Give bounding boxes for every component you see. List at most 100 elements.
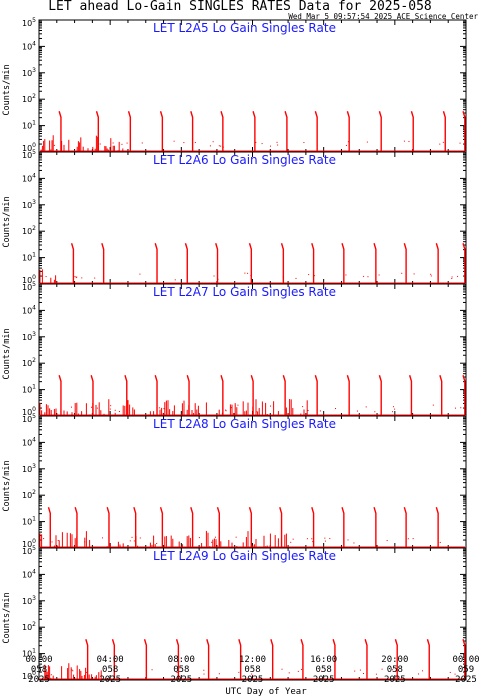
y-axis-label: Counts/min xyxy=(2,64,12,115)
data-point xyxy=(451,276,453,278)
y-tick-label: 105 xyxy=(22,413,36,424)
data-point xyxy=(141,142,143,144)
data-point xyxy=(252,674,254,676)
data-point xyxy=(81,277,83,279)
y-tick-label: 103 xyxy=(22,331,36,342)
data-point xyxy=(413,273,415,275)
data-point xyxy=(359,669,361,671)
data-spike xyxy=(378,111,382,151)
data-point xyxy=(321,670,323,672)
data-point xyxy=(235,536,237,538)
data-point xyxy=(214,536,216,538)
data-point xyxy=(71,406,73,408)
data-point xyxy=(90,406,92,408)
data-point xyxy=(139,273,141,275)
panel-title: LET L2A9 Lo Gain Singles Rate xyxy=(153,549,336,563)
data-point xyxy=(158,407,160,409)
data-point xyxy=(129,540,131,542)
y-tick-label: 100 xyxy=(22,274,36,285)
data-spike xyxy=(238,639,242,679)
panel-frame xyxy=(38,19,467,153)
y-axis-label: Counts/min xyxy=(2,196,12,247)
data-spike xyxy=(95,111,100,151)
data-spike xyxy=(462,111,466,151)
data-point xyxy=(212,141,214,143)
x-tick-time: 20:00 xyxy=(381,655,408,665)
data-point xyxy=(439,541,441,543)
y-tick-label: 101 xyxy=(22,384,36,395)
data-point xyxy=(218,145,220,147)
data-point xyxy=(84,541,86,543)
data-spike xyxy=(442,111,446,151)
data-spike xyxy=(159,507,164,547)
data-spike xyxy=(248,243,253,283)
x-tick-doy: 058 xyxy=(244,665,260,675)
data-spike xyxy=(252,111,256,151)
data-point xyxy=(198,537,200,539)
x-tick-year: 2025 xyxy=(242,675,264,685)
data-point xyxy=(50,674,52,676)
data-spike xyxy=(403,507,407,547)
data-point xyxy=(225,410,227,412)
data-point xyxy=(430,273,432,275)
y-tick-label: 100 xyxy=(22,538,36,549)
data-point xyxy=(238,671,240,673)
data-point xyxy=(75,277,77,279)
x-axis-labels: 00:00058202504:00058202508:00058202512:0… xyxy=(25,655,479,685)
data-point xyxy=(408,141,410,143)
data-point xyxy=(112,142,114,144)
data-point xyxy=(366,141,368,143)
x-tick-time: 04:00 xyxy=(97,655,124,665)
data-spike xyxy=(279,507,283,547)
data-point xyxy=(176,672,178,674)
data-point xyxy=(374,411,376,413)
panel-3: LET L2A7 Lo Gain Singles Rate Counts/min 1… xyxy=(2,281,467,417)
y-tick-label: 105 xyxy=(22,281,36,292)
data-spike xyxy=(332,639,336,679)
y-tick-label: 102 xyxy=(22,93,36,104)
data-point xyxy=(203,669,205,671)
panel-2: LET L2A6 Lo Gain Singles Rate Counts/min 1… xyxy=(2,149,467,285)
data-point xyxy=(156,542,158,544)
data-point xyxy=(356,410,358,412)
data-spike xyxy=(85,639,89,679)
y-tick-label: 104 xyxy=(22,172,36,183)
y-tick-label: 104 xyxy=(22,304,36,315)
data-point xyxy=(255,141,257,143)
data-point xyxy=(57,540,59,542)
data-point xyxy=(71,669,73,671)
data-point xyxy=(99,143,101,145)
data-spike xyxy=(378,375,382,415)
data-spike xyxy=(462,243,466,283)
data-point xyxy=(251,673,253,675)
data-spike xyxy=(311,507,315,547)
data-point xyxy=(218,673,220,675)
data-point xyxy=(94,277,96,279)
data-spike xyxy=(184,243,188,283)
x-tick-doy: 059 xyxy=(458,665,474,675)
data-spike xyxy=(58,375,62,415)
y-axis-label: Counts/min xyxy=(2,460,12,511)
data-point xyxy=(449,671,451,673)
data-point xyxy=(76,276,78,278)
y-axis-label: Counts/min xyxy=(2,328,12,379)
data-point xyxy=(459,142,461,144)
data-point xyxy=(362,673,364,675)
data-spike xyxy=(220,111,224,151)
data-point xyxy=(74,276,76,278)
data-point xyxy=(407,538,409,540)
data-point xyxy=(401,272,403,274)
y-axis-label: Counts/min xyxy=(2,592,12,643)
data-point xyxy=(247,272,249,274)
data-spike xyxy=(90,375,94,415)
data-point xyxy=(451,278,453,280)
data-spike xyxy=(408,375,413,415)
data-point xyxy=(391,411,393,413)
data-point xyxy=(345,144,347,146)
data-point xyxy=(312,541,314,543)
y-tick-label: 104 xyxy=(22,40,36,51)
data-spike xyxy=(346,375,350,415)
data-point xyxy=(308,274,310,276)
x-tick-doy: 058 xyxy=(387,665,403,675)
